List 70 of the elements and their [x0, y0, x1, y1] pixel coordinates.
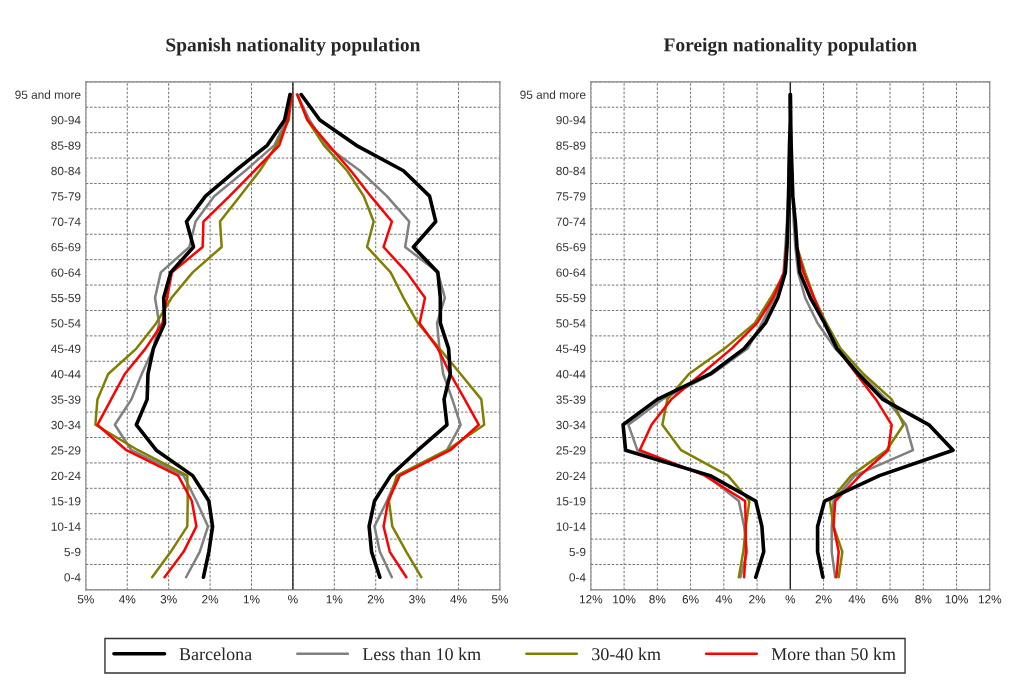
y-tick-label: 25-29 — [556, 446, 586, 455]
x-tick-label: 4% — [715, 595, 732, 604]
x-tick-label: 3% — [160, 595, 177, 604]
x-tick-label: 8% — [915, 595, 932, 604]
y-tick-label: 15-19 — [51, 497, 81, 506]
y-tick-label: 35-39 — [51, 395, 81, 404]
y-tick-label: 60-64 — [556, 268, 586, 277]
y-tick-label: 25-29 — [51, 446, 81, 455]
legend-label: Less than 10 km — [362, 647, 481, 661]
y-tick-label: 45-49 — [556, 344, 586, 353]
x-tick-label: % — [288, 595, 298, 604]
y-tick-label: 35-39 — [556, 395, 586, 404]
y-tick-label: 10-14 — [556, 522, 586, 531]
x-tick-label: 2% — [749, 595, 766, 604]
y-tick-label: 5-9 — [64, 547, 81, 557]
y-tick-label: 90-94 — [51, 115, 81, 125]
y-tick-label: 85-89 — [51, 141, 81, 150]
x-tick-label: 12% — [978, 595, 1002, 604]
y-tick-label: 75-79 — [556, 192, 586, 201]
chart-title: Foreign nationality population — [663, 37, 917, 56]
y-tick-label: 95 and more — [15, 90, 81, 99]
x-tick-label: 10% — [613, 595, 636, 604]
x-tick-label: 1% — [243, 595, 260, 604]
y-tick-label: 0-4 — [569, 573, 586, 582]
y-tick-label: 65-69 — [51, 243, 81, 252]
y-tick-label: 80-84 — [556, 166, 586, 176]
y-tick-label: 30-34 — [51, 420, 81, 430]
y-tick-label: 20-24 — [556, 471, 586, 480]
y-tick-label: 45-49 — [51, 344, 81, 353]
x-tick-label: 2% — [815, 595, 832, 604]
y-tick-label: 65-69 — [556, 243, 586, 252]
x-tick-label: 5% — [491, 595, 509, 604]
legend-label: 30-40 km — [592, 647, 661, 661]
chart-title: Spanish nationality population — [166, 37, 421, 56]
x-tick-label: 6% — [682, 595, 699, 604]
x-tick-label: % — [785, 595, 796, 604]
x-tick-label: 12% — [579, 595, 603, 604]
y-tick-label: 50-54 — [556, 319, 586, 328]
y-tick-label: 5-9 — [569, 547, 586, 557]
y-tick-label: 75-79 — [51, 192, 81, 201]
y-tick-label: 60-64 — [51, 268, 81, 277]
x-tick-label: 8% — [649, 595, 666, 604]
y-tick-label: 50-54 — [51, 319, 81, 328]
x-tick-label: 2% — [367, 595, 384, 604]
y-tick-label: 55-59 — [556, 293, 586, 303]
y-tick-label: 80-84 — [51, 166, 81, 176]
x-tick-label: 2% — [202, 595, 219, 604]
y-tick-label: 95 and more — [520, 90, 586, 99]
y-tick-label: 40-44 — [51, 370, 81, 379]
x-tick-label: 6% — [882, 595, 899, 604]
y-tick-label: 70-74 — [556, 217, 586, 226]
y-tick-label: 40-44 — [556, 370, 586, 379]
y-tick-label: 0-4 — [64, 573, 81, 582]
y-tick-label: 20-24 — [51, 471, 81, 480]
y-tick-label: 15-19 — [556, 497, 586, 506]
x-tick-label: 4% — [119, 595, 136, 604]
y-tick-label: 10-14 — [51, 522, 81, 531]
x-tick-label: 1% — [326, 595, 343, 604]
legend-label: More than 50 km — [771, 647, 896, 661]
y-tick-label: 30-34 — [556, 420, 586, 430]
y-tick-label: 90-94 — [556, 115, 586, 125]
y-tick-label: 55-59 — [51, 293, 81, 303]
x-tick-label: 4% — [450, 595, 467, 604]
x-tick-label: 10% — [945, 595, 968, 604]
x-tick-label: 3% — [409, 595, 426, 604]
legend-label: Barcelona — [179, 647, 252, 661]
x-tick-label: 4% — [848, 595, 865, 604]
y-tick-label: 70-74 — [51, 217, 81, 226]
y-tick-label: 85-89 — [556, 141, 586, 150]
x-tick-label: 5% — [77, 595, 94, 604]
